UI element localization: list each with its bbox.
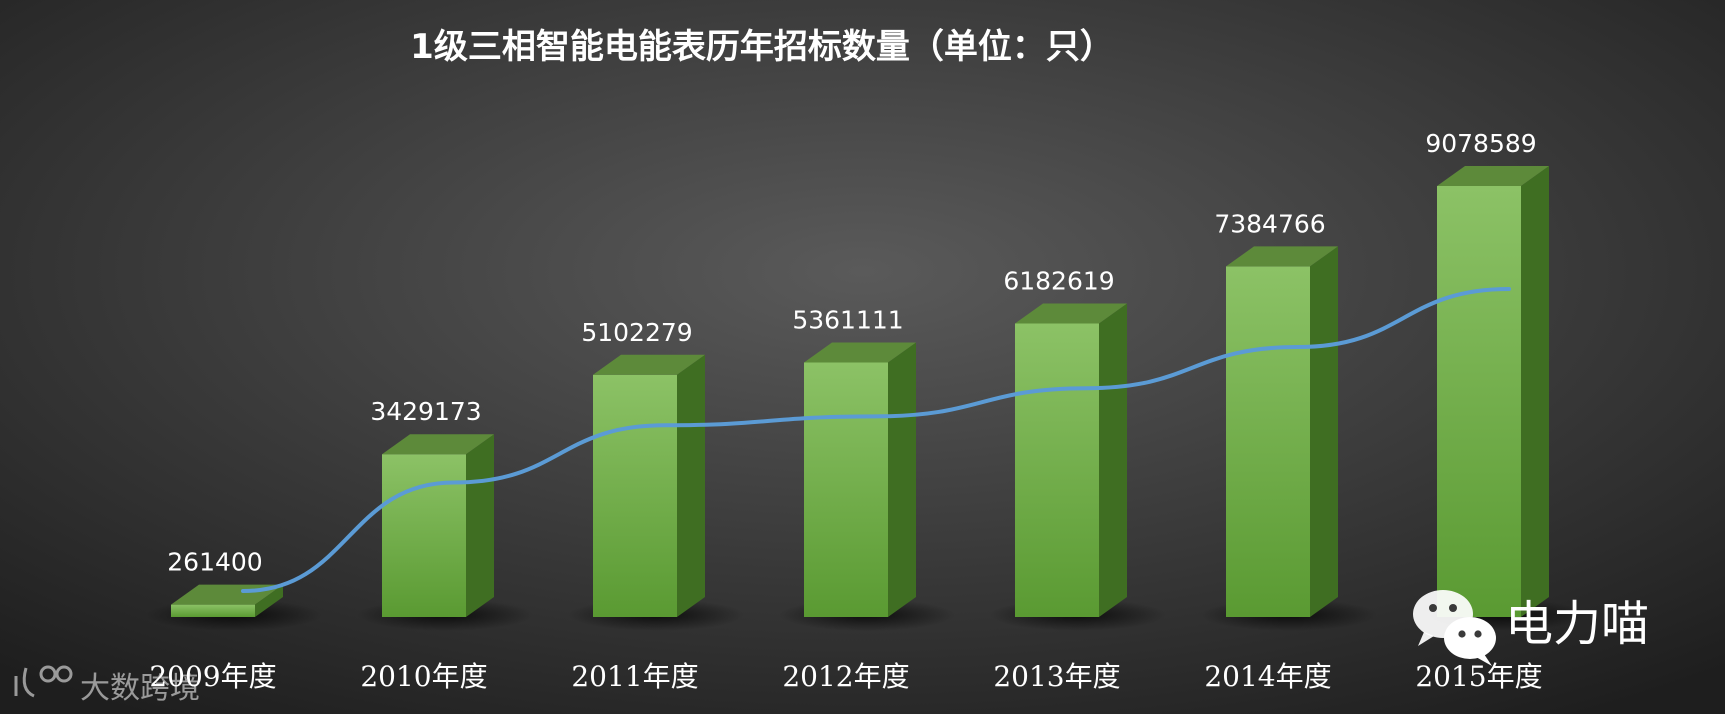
bar-front (382, 454, 466, 617)
x-tick-label: 2011年度 (571, 660, 698, 693)
x-tick-label: 2012年度 (782, 660, 909, 693)
bar-front (1226, 266, 1310, 617)
bar-front (1437, 186, 1521, 617)
bar-front (804, 362, 888, 617)
data-label: 9078589 (1425, 129, 1536, 158)
data-label: 261400 (167, 548, 262, 577)
bar-front (593, 374, 677, 617)
brand-logo-icon (14, 665, 73, 698)
x-tick-label: 2013年度 (993, 660, 1120, 693)
bar-top (593, 354, 705, 375)
wechat-icon (1413, 590, 1496, 666)
bar-side (466, 434, 494, 617)
x-tick-label: 2015年度 (1415, 660, 1542, 693)
x-tick-label: 2009年度 (149, 660, 276, 693)
bar-top (1226, 246, 1338, 267)
x-tick-label: 2014年度 (1204, 660, 1331, 693)
bar-side (677, 354, 705, 617)
bar (382, 434, 494, 617)
bar-front (1015, 323, 1099, 617)
bar (804, 342, 916, 617)
bar-side (888, 342, 916, 617)
bar-side (1310, 246, 1338, 617)
bar-side (1099, 303, 1127, 617)
bar-front (171, 604, 255, 617)
bar (593, 354, 705, 617)
bar-top (1015, 303, 1127, 324)
data-label: 6182619 (1003, 266, 1114, 295)
bar (1015, 303, 1127, 617)
left-watermark: 大数跨境 (14, 665, 200, 706)
data-labels: 261400 3429173 5102279 5361111 6182619 738476… (167, 129, 1536, 577)
bar (1226, 246, 1338, 617)
trend-line (241, 287, 1511, 594)
chart-title: 1级三相智能电能表历年招标数量（单位：只） (410, 27, 1114, 67)
x-tick-label: 2010年度 (360, 660, 487, 693)
right-watermark: 电力喵 (1413, 590, 1649, 666)
right-watermark-text: 电力喵 (1505, 596, 1649, 652)
bar-side (255, 584, 283, 617)
data-label: 5361111 (792, 305, 903, 334)
bar (1437, 166, 1549, 617)
x-axis-tick-labels: 2009年度 2010年度 2011年度 2012年度 2013年度 2014年度 2015… (149, 660, 1542, 693)
data-label: 7384766 (1214, 209, 1325, 238)
data-label: 5102279 (581, 318, 692, 347)
data-label: 3429173 (370, 397, 481, 426)
bar-top (804, 342, 916, 363)
left-watermark-text: 大数跨境 (80, 671, 200, 706)
bar-side (1521, 166, 1549, 617)
bar-top (382, 434, 494, 455)
bar-top (1437, 166, 1549, 186)
